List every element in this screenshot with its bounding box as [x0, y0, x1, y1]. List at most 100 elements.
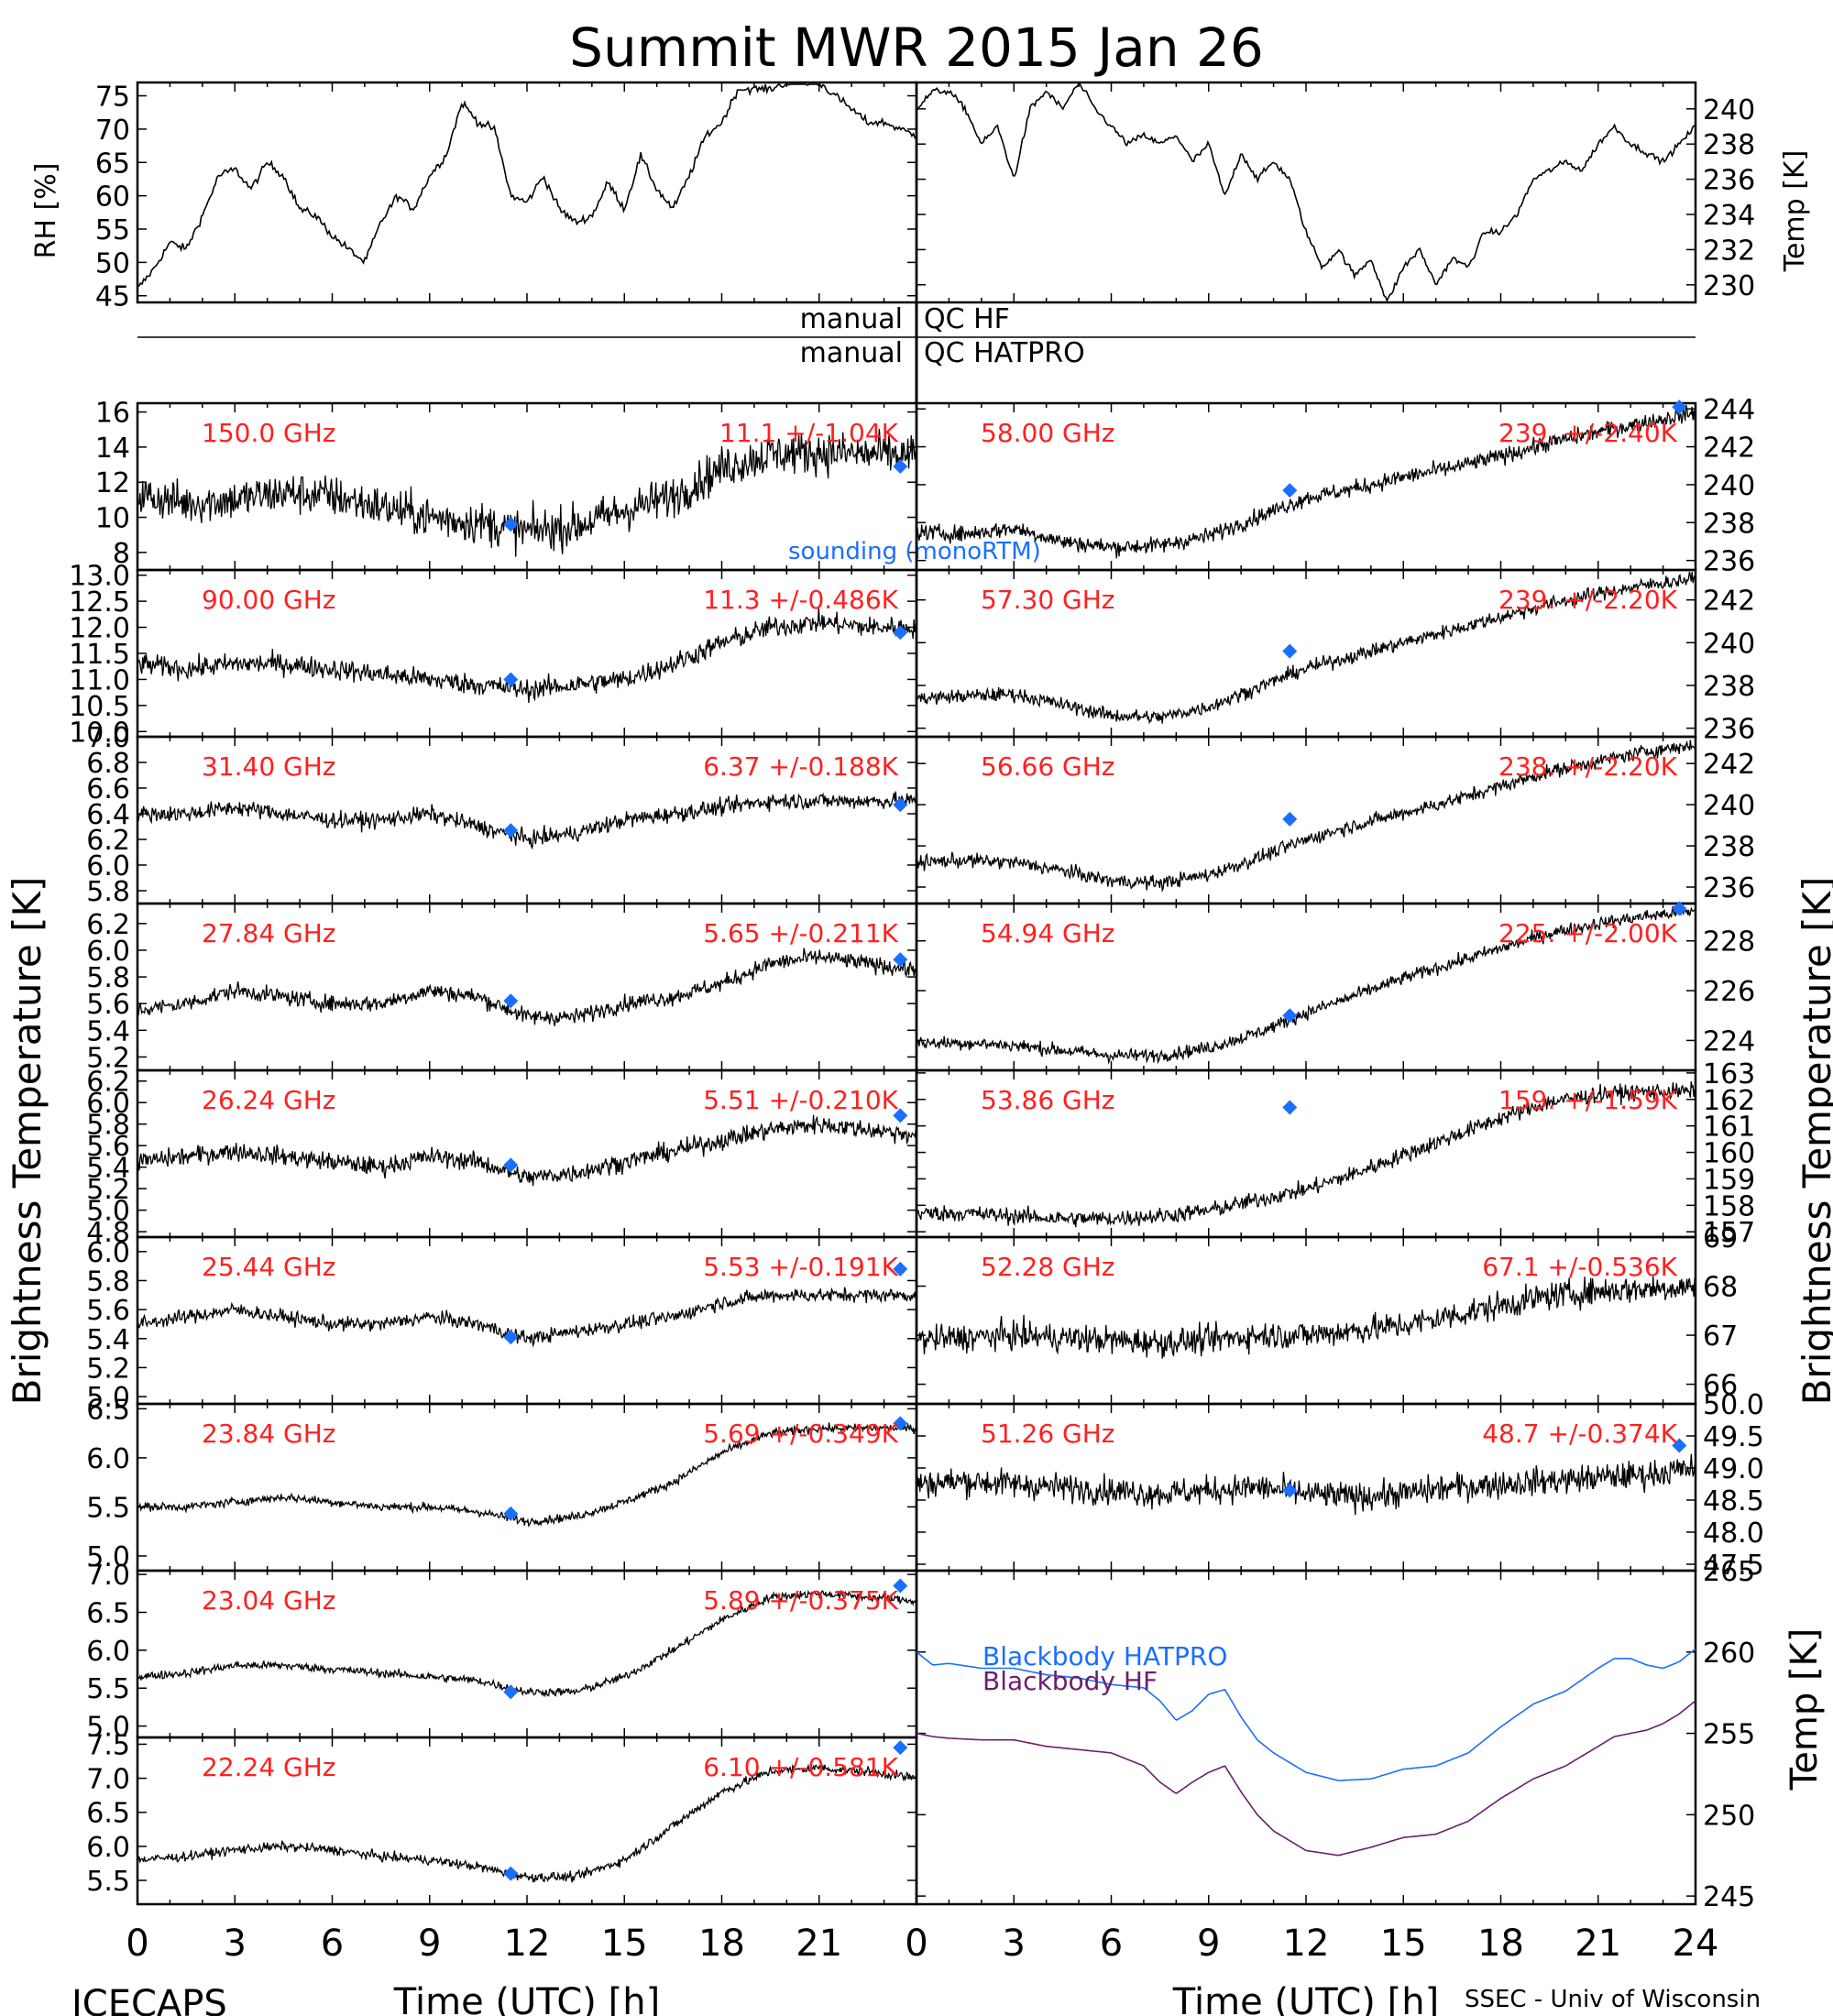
y-tick-label: 67	[1703, 1320, 1738, 1353]
channel-frequency-label: 22.24 GHz	[202, 1752, 336, 1782]
sounding-marker	[1282, 643, 1298, 659]
y-tick-label: 5.4	[86, 1324, 130, 1356]
y-tick-label: 238	[1703, 831, 1755, 863]
y-tick-label: 14	[95, 433, 130, 465]
x-tick-label: 3	[1003, 1923, 1026, 1965]
data-series-line	[137, 791, 917, 850]
y-tick-label: 5.6	[86, 1131, 130, 1163]
x-tick-label: 12	[504, 1923, 551, 1965]
y-tick-label: 10.0	[69, 717, 130, 749]
data-series-line	[916, 571, 1696, 725]
data-series-line	[916, 404, 1696, 559]
y-tick-label: 224	[1703, 1025, 1755, 1057]
channel-frequency-label: 25.44 GHz	[202, 1252, 336, 1282]
qc-hf-label: QC HF	[924, 303, 1010, 335]
sounding-marker	[1282, 1008, 1298, 1024]
channel-frequency-label: 53.86 GHz	[981, 1085, 1115, 1115]
temp-line	[916, 83, 1696, 303]
panel-hf-26-24ghz: 4.85.05.25.45.65.86.06.2 26.24 GHz 5.51 +/…	[86, 1067, 918, 1249]
sounding-marker	[503, 1506, 519, 1521]
x-axis-label-right: Time (UTC) [h]	[1172, 1981, 1439, 2016]
y-axis-label-right: Brightness Temperature [K]	[1795, 877, 1833, 1406]
x-tick-label: 15	[1380, 1923, 1427, 1965]
data-series-line	[916, 905, 1696, 1065]
y-tick-label: 6.2	[86, 909, 130, 941]
channel-stat-label: 159. +/-1.59K	[1498, 1085, 1678, 1115]
y-tick-label: 6.0	[86, 1832, 130, 1864]
y-tick-label: 238	[1703, 508, 1755, 540]
y-tick-label: 6.2	[86, 825, 130, 857]
sounding-marker	[503, 1330, 519, 1345]
y-tick-label: 7.0	[86, 722, 130, 754]
sounding-marker	[1282, 811, 1298, 827]
y-tick-label: 244	[1703, 394, 1755, 426]
y-tick-label: 6.0	[86, 1088, 130, 1120]
y-tick-label: 242	[1703, 586, 1755, 618]
y-tick-label: 5.2	[86, 1042, 130, 1074]
channel-frequency-label: 23.04 GHz	[202, 1585, 336, 1616]
channel-frequency-label: 54.94 GHz	[981, 918, 1115, 948]
x-tick-label: 18	[698, 1923, 745, 1965]
sounding-marker	[1672, 400, 1687, 415]
sounding-marker	[503, 1157, 519, 1173]
blackbody-series-line	[916, 1700, 1696, 1857]
channel-stat-label: 5.69 +/-0.349K	[703, 1419, 898, 1449]
y-tick-label: 5.8	[86, 962, 130, 994]
qc-hatpro-label: QC HATPRO	[924, 337, 1085, 369]
panel-hatpro-58ghz: 236 238 240 242 244 58.00 GHz 239. +/-2.40K	[915, 394, 1755, 578]
y-tick-label: 255	[1703, 1719, 1755, 1751]
y-tick-label: 6.0	[86, 936, 130, 968]
x-tick-label: 18	[1477, 1923, 1524, 1965]
x-tick-label: 9	[1197, 1923, 1220, 1965]
data-series-line	[137, 948, 917, 1026]
panel-hf-25-44ghz: 5.05.25.45.65.86.0 25.44 GHz 5.53 +/-0.191…	[86, 1235, 918, 1414]
channel-stat-label: 239. +/-2.20K	[1498, 585, 1678, 615]
data-series-line	[137, 1287, 917, 1348]
y-tick-label: 75	[95, 82, 130, 114]
channel-stat-label: 11.3 +/-0.486K	[703, 585, 898, 615]
blackbody-hf-legend: Blackbody HF	[982, 1666, 1158, 1696]
y-tick-label: 6.6	[86, 773, 130, 805]
x-tick-label: 21	[1575, 1923, 1621, 1965]
sounding-marker	[1282, 1100, 1298, 1115]
y-tick-label: 11.5	[69, 639, 130, 671]
y-tick-label: 5.5	[86, 1492, 130, 1524]
y-tick-label: 157	[1703, 1217, 1755, 1249]
y-tick-label: 236	[1703, 546, 1755, 578]
channel-frequency-label: 57.30 GHz	[981, 585, 1115, 615]
sounding-marker	[1672, 901, 1687, 916]
x-axis-label-left: Time (UTC) [h]	[393, 1981, 660, 2016]
channel-stat-label: 67.1 +/-0.536K	[1482, 1252, 1677, 1282]
footer-ssec: SSEC - Univ of Wisconsin	[1465, 1986, 1761, 2013]
blackbody-series-line	[916, 1648, 1696, 1781]
sounding-marker	[503, 823, 519, 838]
bb-ylabel: Temp [K]	[1784, 1628, 1826, 1791]
footer-icecaps: ICECAPS	[71, 1983, 227, 2016]
y-tick-label: 260	[1703, 1638, 1755, 1670]
x-tick-label: 3	[224, 1923, 247, 1965]
y-tick-label: 236	[1703, 165, 1755, 197]
blackbody-hatpro-legend: Blackbody HATPRO	[982, 1641, 1227, 1671]
sounding-marker	[503, 993, 519, 1009]
sounding-marker	[503, 672, 519, 687]
y-tick-label: 5.5	[86, 1866, 130, 1898]
x-tick-label: 12	[1283, 1923, 1330, 1965]
panel-hf-23-84ghz: 5.0 5.5 6.0 6.5 23.84 GHz 5.69 +/-0.349K	[86, 1394, 918, 1573]
y-tick-label: 12.5	[69, 586, 130, 619]
data-series-line	[916, 1453, 1696, 1516]
panel-blackbody: 245 250 255 260 265 Blackbody HATPROBlackbody…	[915, 1556, 1755, 1913]
channel-frequency-label: 27.84 GHz	[202, 918, 336, 948]
channel-frequency-label: 52.28 GHz	[981, 1252, 1115, 1282]
channel-frequency-label: 23.84 GHz	[202, 1419, 336, 1449]
channel-stat-label: 6.37 +/-0.188K	[703, 751, 898, 782]
sounding-marker	[503, 1684, 519, 1700]
x-tick-label: 6	[1100, 1923, 1123, 1965]
y-tick-label: 226	[1703, 976, 1755, 1008]
panel-hatpro-56-66ghz: 236 238 240 242 56.66 GHz 238. +/-2.20K	[915, 735, 1755, 905]
channel-frequency-label: 31.40 GHz	[202, 751, 336, 782]
y-tick-label: 10.5	[69, 691, 130, 723]
panel-hf-27-84ghz: 5.25.45.65.86.06.2 27.84 GHz 5.65 +/-0.211…	[86, 902, 918, 1074]
x-tick-label: 21	[796, 1923, 842, 1965]
